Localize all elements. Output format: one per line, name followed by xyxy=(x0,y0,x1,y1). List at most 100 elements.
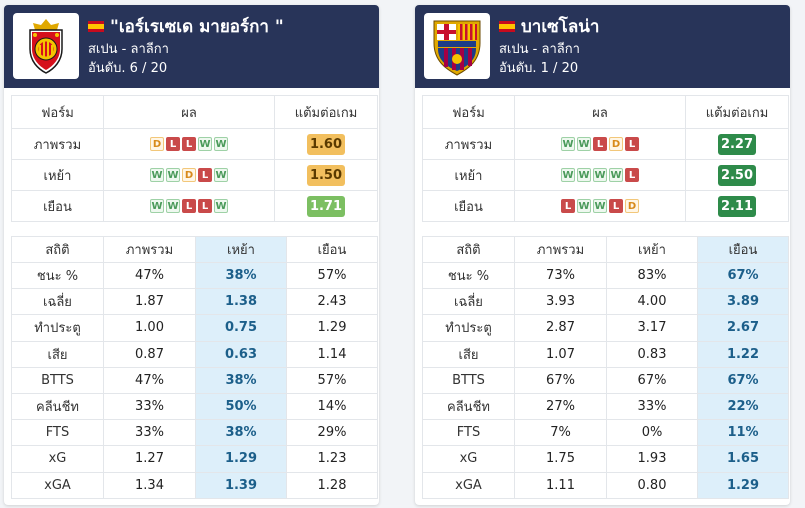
result-badge[interactable]: L xyxy=(593,137,607,151)
stats-value: 4.00 xyxy=(606,288,698,316)
stats-row-label: xG xyxy=(422,445,515,473)
result-badge[interactable]: W xyxy=(577,137,591,151)
stats-header[interactable]: ภาพรวม xyxy=(103,236,196,263)
stats-header[interactable]: ภาพรวม xyxy=(514,236,607,263)
stats-row-label: ชนะ % xyxy=(422,261,515,290)
result-badge[interactable]: W xyxy=(561,168,575,182)
result-badge[interactable]: W xyxy=(214,137,228,151)
result-badge[interactable]: W xyxy=(214,199,228,213)
stats-row-label: xG xyxy=(11,445,104,473)
form-row-label: ภาพรวม xyxy=(422,128,515,160)
ppg-cell: 2.50 xyxy=(685,159,789,191)
stats-row: ชนะ % 73% 83% 67% xyxy=(422,261,789,290)
stats-value: 0.83 xyxy=(606,340,698,368)
form-row: เหย้า W W D L W 1.50 xyxy=(11,159,378,191)
stats-value: 1.00 xyxy=(103,314,196,342)
stats-value: 27% xyxy=(514,392,607,421)
result-badge[interactable]: W xyxy=(593,168,607,182)
barcelona-crest-icon[interactable] xyxy=(424,13,490,79)
stats-header[interactable]: เยือน xyxy=(286,236,378,263)
stats-row: เฉลี่ย 1.87 1.38 2.43 xyxy=(11,288,378,316)
stats-row: ทำประตู 2.87 3.17 2.67 xyxy=(422,314,789,342)
result-badge[interactable]: W xyxy=(577,199,591,213)
stats-value: 1.29 xyxy=(286,314,378,342)
stats-value: 67% xyxy=(606,366,698,394)
form-header: ฟอร์ม xyxy=(11,95,104,129)
result-badge[interactable]: D xyxy=(609,137,623,151)
stats-value: 57% xyxy=(286,366,378,394)
stats-value: 38% xyxy=(195,366,287,394)
result-badge[interactable]: L xyxy=(198,199,212,213)
team-name[interactable]: "เอร์เรเซเด มายอร์กา " xyxy=(110,16,284,37)
stats-value: 29% xyxy=(286,419,378,447)
ppg-badge: 2.27 xyxy=(717,133,757,155)
team-name[interactable]: บาเซโลน่า xyxy=(521,16,600,37)
stats-row: BTTS 67% 67% 67% xyxy=(422,366,789,394)
stats-row-label: FTS xyxy=(11,419,104,447)
stats-row-label: คลีนชีท xyxy=(11,392,104,421)
stats-value: 1.29 xyxy=(697,471,789,499)
stats-row: FTS 33% 38% 29% xyxy=(11,419,378,447)
result-badge[interactable]: L xyxy=(625,137,639,151)
result-badge[interactable]: L xyxy=(198,168,212,182)
result-badge[interactable]: D xyxy=(150,137,164,151)
result-badge[interactable]: D xyxy=(182,168,196,182)
result-badge[interactable]: L xyxy=(609,199,623,213)
result-badge[interactable]: W xyxy=(166,168,180,182)
result-badge[interactable]: W xyxy=(593,199,607,213)
ppg-cell: 1.60 xyxy=(274,128,378,160)
stats-value: 1.39 xyxy=(195,471,287,499)
stats-value: 11% xyxy=(697,419,789,447)
stats-header[interactable]: เยือน xyxy=(697,236,789,263)
result-badge[interactable]: W xyxy=(166,199,180,213)
result-badge[interactable]: D xyxy=(625,199,639,213)
result-badge[interactable]: W xyxy=(198,137,212,151)
form-header: แต้มต่อเกม xyxy=(685,95,789,129)
stats-value: 14% xyxy=(286,392,378,421)
result-badge[interactable]: L xyxy=(182,137,196,151)
stats-row: เสีย 1.07 0.83 1.22 xyxy=(422,340,789,368)
stats-row-label: xGA xyxy=(422,471,515,499)
stats-row-label: BTTS xyxy=(11,366,104,394)
stats-value: 0.80 xyxy=(606,471,698,499)
stats-row-label: FTS xyxy=(422,419,515,447)
rank-label: อันดับ. 6 / 20 xyxy=(88,61,168,76)
stats-value: 1.27 xyxy=(103,445,196,473)
team-card-away: บาเซโลน่า สเปน - ลาลีกา อันดับ. 1 / 20 ฟ… xyxy=(415,5,790,505)
result-badge[interactable]: L xyxy=(625,168,639,182)
result-badge[interactable]: L xyxy=(561,199,575,213)
result-badge[interactable]: W xyxy=(150,199,164,213)
result-badge[interactable]: W xyxy=(609,168,623,182)
form-row: ภาพรวม D L L W W 1.60 xyxy=(11,128,378,160)
stats-value: 33% xyxy=(103,392,196,421)
stats-row: xGA 1.11 0.80 1.29 xyxy=(422,471,789,499)
stats-row-label: เสีย xyxy=(422,340,515,368)
stats-row: เฉลี่ย 3.93 4.00 3.89 xyxy=(422,288,789,316)
stats-row: ทำประตู 1.00 0.75 1.29 xyxy=(11,314,378,342)
stats-header[interactable]: เหย้า xyxy=(195,236,287,263)
stats-value: 0.87 xyxy=(103,340,196,368)
result-badge[interactable]: W xyxy=(150,168,164,182)
form-row-label: เยือน xyxy=(11,190,104,222)
stats-row: คลีนชีท 27% 33% 22% xyxy=(422,392,789,421)
stats-value: 83% xyxy=(606,261,698,290)
mallorca-crest-icon[interactable] xyxy=(13,13,79,79)
ppg-cell: 2.11 xyxy=(685,190,789,222)
stats-header[interactable]: เหย้า xyxy=(606,236,698,263)
result-badge[interactable]: L xyxy=(182,199,196,213)
stats-value: 38% xyxy=(195,261,287,290)
team-header: บาเซโลน่า สเปน - ลาลีกา อันดับ. 1 / 20 xyxy=(415,5,790,88)
result-badge[interactable]: W xyxy=(214,168,228,182)
form-table: ฟอร์ม ผล แต้มต่อเกม ภาพรวม D L L W W 1.60 เหย้า W W… xyxy=(11,95,378,222)
stats-value: 22% xyxy=(697,392,789,421)
stats-value: 1.75 xyxy=(514,445,607,473)
result-badge[interactable]: L xyxy=(166,137,180,151)
stats-value: 0.63 xyxy=(195,340,287,368)
stats-value: 33% xyxy=(606,392,698,421)
stats-value: 0% xyxy=(606,419,698,447)
result-badge[interactable]: W xyxy=(577,168,591,182)
result-badge[interactable]: W xyxy=(561,137,575,151)
form-header: แต้มต่อเกม xyxy=(274,95,378,129)
